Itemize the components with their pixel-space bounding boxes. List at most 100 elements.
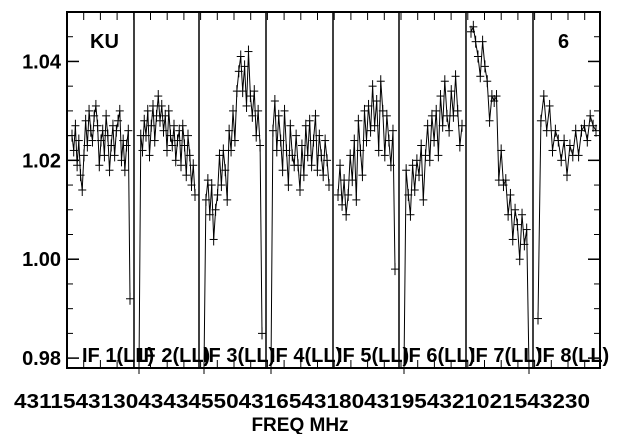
data-point	[342, 208, 351, 221]
data-point	[315, 129, 324, 142]
data-point	[219, 144, 228, 157]
data-point	[170, 119, 178, 132]
data-point	[254, 104, 263, 117]
data-point	[565, 139, 574, 152]
data-point	[580, 119, 589, 132]
data-point	[152, 109, 161, 122]
data-point	[421, 149, 430, 162]
data-point	[177, 159, 185, 172]
data-point	[551, 124, 560, 137]
data-point	[229, 104, 237, 117]
data-point	[504, 208, 513, 221]
data-point	[274, 109, 283, 122]
data-point	[272, 144, 281, 157]
data-point	[325, 179, 333, 192]
data-point	[108, 119, 117, 132]
data-point	[449, 109, 458, 122]
data-point	[360, 104, 369, 117]
data-point	[76, 169, 85, 182]
data-point	[473, 50, 482, 63]
panel-label: IF 3(LL)	[203, 345, 275, 367]
marks-layer: IF 1(LL)IF 2(LL)IF 3(LL)IF 4(LL)IF 5(LL)…	[68, 20, 609, 374]
data-point	[423, 119, 432, 132]
data-point	[321, 134, 330, 147]
data-point	[105, 164, 114, 177]
data-point	[161, 109, 170, 122]
panel-label: IF 2(LL)	[138, 345, 210, 367]
data-point	[230, 134, 239, 147]
data-point	[223, 193, 232, 206]
data-point	[557, 154, 566, 167]
data-point	[313, 164, 322, 177]
x-tick-labels: 4311543130434345504316543180431954321021…	[14, 391, 590, 413]
data-point	[145, 149, 154, 162]
panel-label: IF 6(LL)	[403, 345, 475, 367]
data-point	[419, 193, 428, 206]
data-point	[485, 114, 494, 127]
data-point	[288, 149, 297, 162]
data-point	[522, 223, 531, 236]
data-point	[410, 184, 419, 196]
data-point	[560, 134, 569, 147]
data-point	[203, 174, 212, 187]
y-tick-label: 1.02	[22, 150, 61, 172]
grid-layer	[83, 12, 586, 368]
data-point	[73, 159, 82, 172]
data-point	[415, 169, 424, 182]
data-point	[207, 179, 216, 192]
data-point	[583, 134, 592, 147]
data-point	[205, 208, 214, 221]
data-point	[430, 134, 439, 147]
data-point	[370, 119, 379, 132]
data-point	[280, 104, 289, 117]
data-point	[227, 144, 236, 157]
data-point	[402, 164, 411, 177]
data-point	[85, 104, 94, 117]
data-point	[83, 139, 92, 152]
data-point	[545, 99, 554, 112]
data-point	[292, 129, 301, 142]
series-line	[138, 96, 196, 369]
data-point	[518, 208, 527, 221]
data-point	[143, 104, 152, 117]
panel-label: IF 1(LL)	[82, 345, 154, 367]
data-point	[286, 119, 295, 132]
data-point	[338, 198, 347, 211]
data-point	[506, 188, 515, 201]
data-point	[586, 109, 595, 122]
data-point	[142, 129, 150, 142]
data-point	[78, 184, 87, 196]
data-point	[178, 119, 187, 132]
data-point	[103, 129, 112, 142]
data-point	[432, 104, 441, 117]
data-point	[185, 149, 194, 162]
data-point	[278, 164, 287, 177]
data-point	[307, 159, 316, 172]
data-point	[539, 90, 548, 103]
data-point	[476, 70, 485, 83]
data-point	[191, 188, 199, 201]
y-tick-label: 1.04	[22, 51, 62, 73]
data-point	[120, 164, 129, 177]
data-point	[69, 144, 78, 157]
data-point	[74, 134, 83, 147]
data-point	[303, 149, 312, 162]
data-point	[451, 70, 460, 83]
data-point	[494, 174, 503, 187]
data-point	[372, 95, 381, 107]
data-point	[374, 144, 383, 157]
panel-label: IF 5(LL)	[337, 345, 409, 367]
data-point	[346, 149, 355, 162]
data-point	[242, 99, 251, 112]
data-point	[434, 149, 443, 162]
data-point	[98, 124, 107, 137]
data-point	[138, 144, 147, 157]
data-point	[252, 129, 261, 142]
data-point	[511, 203, 520, 216]
data-point	[234, 65, 243, 78]
data-point	[114, 114, 123, 127]
data-point	[91, 99, 100, 112]
data-point	[513, 218, 522, 231]
data-point	[386, 159, 395, 172]
panel-label: IF 8(LL)	[537, 345, 609, 367]
